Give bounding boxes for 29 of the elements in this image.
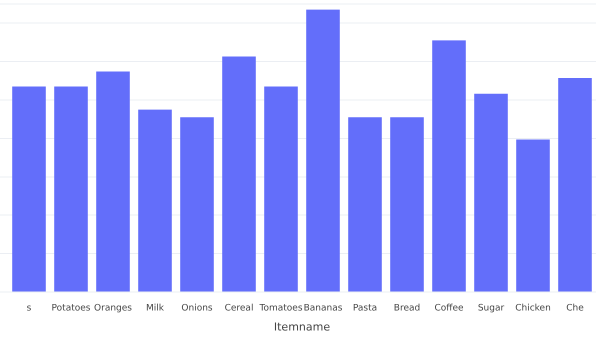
x-tick-label: Coffee — [434, 304, 464, 314]
bar — [432, 40, 466, 292]
bar — [306, 10, 340, 292]
x-tick-label: Potatoes — [52, 304, 91, 314]
x-tick-label: Milk — [146, 304, 165, 314]
bar — [474, 94, 508, 292]
bar — [390, 117, 424, 292]
bar — [264, 86, 298, 292]
bar — [96, 71, 130, 292]
bar — [180, 117, 214, 292]
bar — [138, 110, 172, 292]
bar — [348, 117, 382, 292]
bar — [12, 86, 46, 292]
x-tick-label: Oranges — [94, 304, 132, 314]
x-tick-label: Che — [566, 304, 584, 314]
x-tick-label: Bananas — [304, 304, 343, 314]
x-axis-title: Itemname — [274, 320, 330, 334]
x-tick-label: Cereal — [224, 304, 254, 314]
x-tick-label: Tomatoes — [258, 304, 303, 314]
x-tick-label: Pasta — [352, 304, 378, 314]
x-tick-label: Onions — [181, 304, 213, 314]
x-tick-label: Chicken — [515, 304, 551, 314]
x-tick-label: Sugar — [478, 304, 504, 314]
x-tick-label: s — [26, 304, 32, 314]
bar — [516, 140, 550, 292]
bar — [558, 78, 592, 292]
bar — [54, 86, 88, 292]
x-tick-label: Bread — [394, 304, 420, 314]
bar — [222, 56, 256, 292]
